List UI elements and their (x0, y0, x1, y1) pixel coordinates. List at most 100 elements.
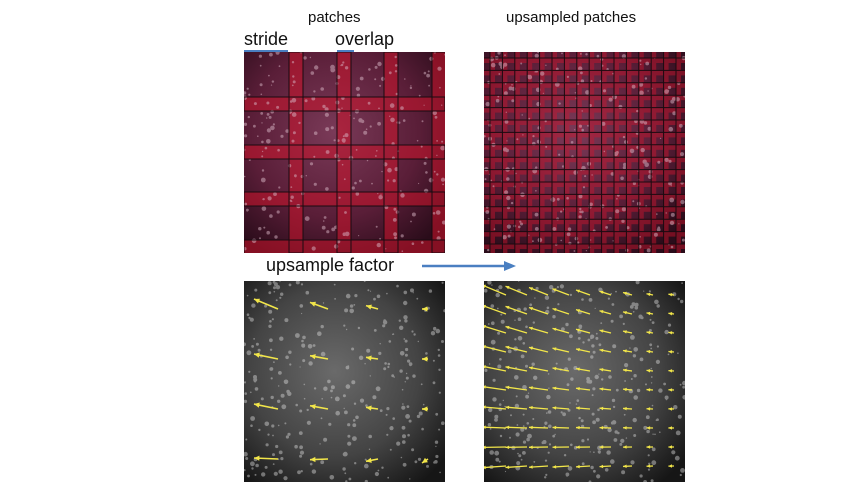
overlap-band (244, 192, 445, 206)
overlap-band (484, 194, 685, 200)
vector-head (576, 309, 580, 313)
shift-vector (484, 285, 507, 296)
vector-head (484, 385, 486, 389)
vector-head (254, 352, 260, 358)
vector-head (668, 312, 673, 316)
overlap-band (527, 52, 533, 253)
vector-head (552, 308, 557, 312)
vector-head (310, 354, 316, 360)
vector-head (505, 365, 510, 370)
vector-head (646, 311, 651, 316)
patch-boundary (244, 144, 445, 160)
vector-head (505, 385, 510, 390)
vector-head (254, 455, 260, 461)
overlap-band (663, 52, 669, 253)
vector-head (623, 291, 627, 296)
overlap-band (244, 240, 445, 253)
vector-head (599, 368, 604, 372)
vector-head (646, 330, 651, 335)
vector-head (484, 425, 486, 429)
vector-head (552, 288, 557, 292)
vector-head (646, 426, 651, 430)
vector-head (552, 445, 557, 449)
vector-head (484, 465, 486, 470)
shift-vector (505, 285, 528, 296)
vector-head (668, 369, 673, 373)
vector-head (505, 445, 510, 449)
vector-head (366, 355, 372, 361)
overlap-band (502, 52, 508, 253)
overlap-band (589, 52, 595, 253)
vector-head (552, 386, 557, 390)
vector-head (422, 406, 428, 412)
overlap-band (576, 52, 582, 253)
vector-head (623, 406, 627, 411)
overlap-band (564, 52, 570, 253)
overlap-band (484, 132, 685, 138)
vector-head (484, 325, 486, 329)
patch-boundary (244, 191, 445, 207)
overlap-band (539, 52, 545, 253)
vector-head (484, 304, 486, 309)
vector-head (254, 402, 260, 408)
vector-head (646, 407, 651, 411)
vector-head (599, 445, 604, 449)
overlap-band (514, 52, 520, 253)
shift-vector (484, 365, 507, 372)
vector-head (310, 301, 316, 307)
vector-head (623, 330, 627, 334)
shift-vector (484, 465, 507, 469)
coarse-shift-field-image (244, 281, 445, 482)
patch-boundary (244, 96, 445, 112)
vector-head (599, 290, 604, 294)
vector-head (505, 465, 510, 469)
shift-vector (484, 386, 507, 391)
vector-head (599, 426, 604, 430)
vector-head (552, 366, 557, 371)
vector-head (576, 387, 580, 391)
vector-head (254, 298, 260, 304)
vector-head (646, 292, 651, 297)
overlap-band (601, 52, 607, 253)
upsampled-shift-field-image (484, 281, 685, 482)
vector-head (310, 404, 316, 410)
shift-vector (484, 305, 507, 315)
vector-head (646, 369, 651, 373)
vector-head (529, 326, 533, 331)
vector-head (505, 345, 510, 350)
vector-head (529, 346, 533, 350)
vector-head (668, 445, 672, 449)
vector-head (576, 406, 580, 410)
vector-head (484, 445, 486, 450)
vector-head (529, 405, 533, 410)
vector-head (599, 329, 604, 333)
overlap-band (384, 52, 398, 253)
overlap-band (626, 52, 632, 253)
upsample-factor-label: upsample factor (266, 255, 395, 275)
vector-head (366, 304, 372, 310)
vector-head (599, 348, 604, 353)
vector-head (599, 310, 604, 314)
vector-head (552, 425, 557, 430)
vector-head (505, 305, 510, 310)
overlap-band (484, 82, 685, 88)
vector-head (310, 456, 316, 463)
vector-head (505, 425, 510, 430)
vector-head (599, 464, 604, 469)
vector-head (505, 325, 510, 330)
shift-vector (484, 325, 507, 334)
shift-vector (484, 345, 507, 353)
overlap-band (552, 52, 557, 253)
overlap-band (484, 206, 685, 212)
upsample-arrow (422, 261, 516, 271)
vector-head (623, 368, 627, 372)
vector-head (668, 350, 673, 354)
vector-head (668, 293, 673, 297)
vector-head (599, 387, 604, 391)
shift-vector (505, 406, 528, 410)
vector-head (623, 311, 627, 315)
vector-head (529, 425, 533, 430)
patch-boundary (288, 52, 304, 253)
overlap-band (484, 244, 685, 249)
vector-head (576, 464, 580, 469)
